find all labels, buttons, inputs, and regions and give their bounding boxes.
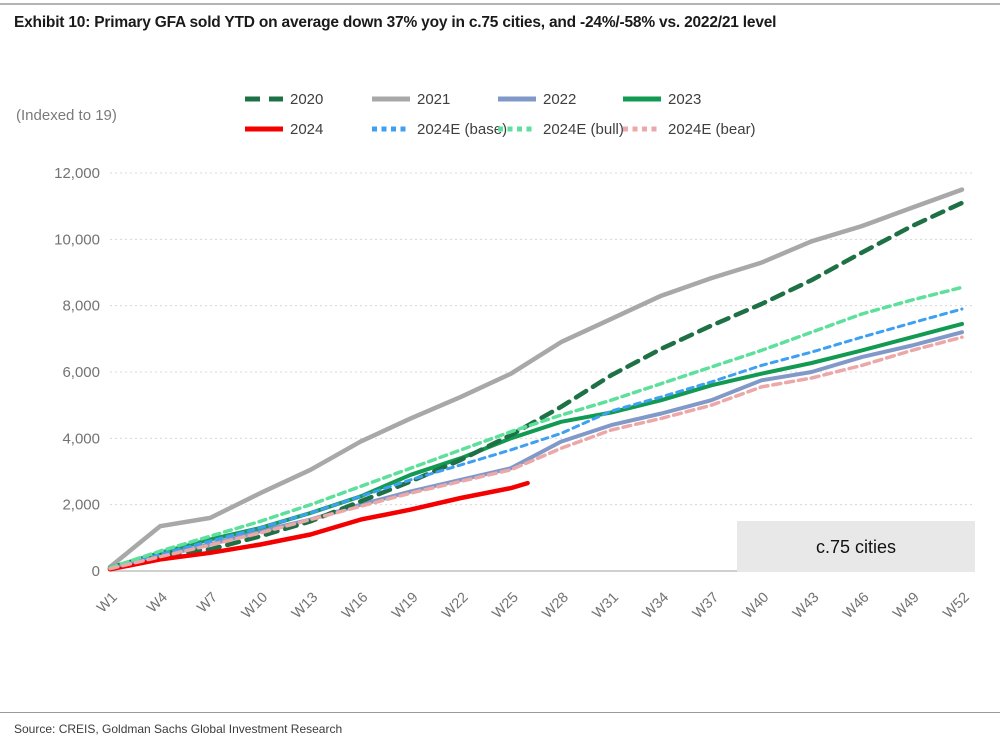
x-tick-label: W22 <box>439 590 471 622</box>
x-tick-label: W28 <box>539 590 571 622</box>
legend-label-2020: 2020 <box>290 90 324 108</box>
legend-item-2020: 2020 <box>245 90 323 108</box>
y-tick-label: 2,000 <box>62 497 100 514</box>
series-line-2024e-bull <box>108 285 964 570</box>
source-note: Source: CREIS, Goldman Sachs Global Inve… <box>14 722 343 736</box>
annotation-label: c.75 cities <box>816 537 896 557</box>
x-tick-label: W46 <box>840 590 872 622</box>
legend-label-2024e-base: 2024E (base) <box>417 120 508 138</box>
annotation-box <box>737 521 975 572</box>
x-tick-label: W25 <box>489 590 521 622</box>
x-tick-label: W40 <box>740 590 772 622</box>
legend-item-2024e-bear: 2024E (bear) <box>623 120 756 138</box>
x-tick-label: W34 <box>640 590 672 622</box>
exhibit-title: Exhibit 10: Primary GFA sold YTD on aver… <box>14 14 777 31</box>
x-tick-label: W52 <box>940 590 972 622</box>
y-tick-label: 0 <box>92 563 100 580</box>
y-tick-label: 10,000 <box>54 231 100 248</box>
y-tick-label: 12,000 <box>54 165 100 182</box>
x-tick-label: W31 <box>590 590 622 622</box>
legend-label-2021: 2021 <box>417 90 451 108</box>
legend-swatch-2024 <box>245 126 283 132</box>
series-line-2024 <box>107 480 530 572</box>
legend-label-2024: 2024 <box>290 120 324 138</box>
axis-note: (Indexed to 19) <box>16 107 117 124</box>
series-line-2024e-bear <box>108 335 964 571</box>
legend-item-2023: 2023 <box>623 90 701 108</box>
legend-swatch-2024e-base <box>372 126 410 132</box>
series-line-2024e-base <box>108 307 964 570</box>
y-tick-label: 8,000 <box>62 298 100 315</box>
legend-swatch-2022 <box>498 96 536 102</box>
x-tick-label: W37 <box>690 590 722 622</box>
x-tick-label: W7 <box>194 590 221 617</box>
legend-item-2024e-base: 2024E (base) <box>372 120 507 138</box>
y-tick-label: 6,000 <box>62 364 100 381</box>
legend-item-2022: 2022 <box>498 90 576 108</box>
legend-swatch-2021 <box>372 96 410 102</box>
x-tick-label: W1 <box>94 590 121 617</box>
legend-item-2024e-bull: 2024E (bull) <box>498 120 624 138</box>
legend-swatch-2024e-bull <box>498 126 536 132</box>
top-divider <box>0 3 1000 5</box>
x-tick-label: W19 <box>389 590 421 622</box>
x-tick-label: W16 <box>339 590 371 622</box>
x-tick-label: W13 <box>289 590 321 622</box>
x-tick-label: W10 <box>239 590 271 622</box>
series-line-2021 <box>107 187 965 570</box>
legend-label-2024e-bull: 2024E (bull) <box>543 120 624 138</box>
bottom-divider <box>0 712 1000 713</box>
legend-swatch-2023 <box>623 96 661 102</box>
series-line-2020 <box>107 200 965 571</box>
y-tick-label: 4,000 <box>62 430 100 447</box>
legend-label-2023: 2023 <box>668 90 702 108</box>
chart-canvas: 0 2,000 4,000 6,000 8,000 10,000 12,000 W1 W4 W7 W… <box>54 165 975 622</box>
legend-label-2022: 2022 <box>543 90 577 108</box>
legend-item-2021: 2021 <box>372 90 450 108</box>
legend-swatch-2020 <box>245 96 283 102</box>
x-tick-label: W49 <box>890 590 922 622</box>
x-tick-label: W4 <box>144 590 171 617</box>
legend-swatch-2024e-bear <box>623 126 661 132</box>
legend-label-2024e-bear: 2024E (bear) <box>668 120 756 138</box>
x-tick-label: W43 <box>790 590 822 622</box>
legend-item-2024: 2024 <box>245 120 323 138</box>
